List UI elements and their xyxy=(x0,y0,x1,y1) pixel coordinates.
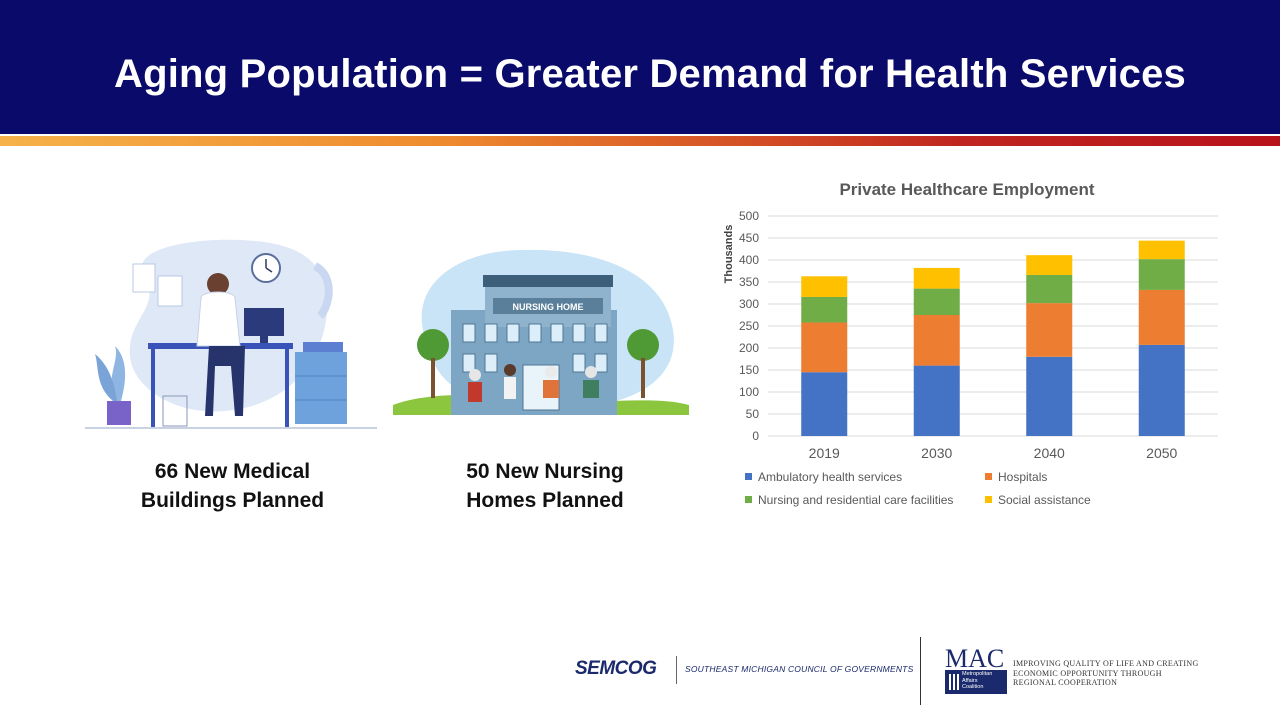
mac-box-line: Affairs xyxy=(962,677,978,684)
y-tick-label: 100 xyxy=(739,385,759,399)
legend-item: Social assistance xyxy=(985,493,1091,507)
chart-title: Private Healthcare Employment xyxy=(839,180,1094,199)
mac-tagline-line: REGIONAL COOPERATION xyxy=(1013,678,1118,687)
healthcare-employment-chart: Private Healthcare Employment Thousands … xyxy=(723,180,1218,461)
bar-segment xyxy=(913,288,960,315)
y-tick-label: 200 xyxy=(739,341,759,355)
bar-segment xyxy=(1138,344,1185,436)
legend-label: Ambulatory health services xyxy=(758,470,903,484)
y-tick-label: 150 xyxy=(739,363,759,377)
x-axis-ticks: 2019 2030 2040 2050 xyxy=(809,445,1178,461)
bar-segment xyxy=(1026,303,1073,357)
legend-label: Social assistance xyxy=(998,493,1091,507)
nursing-homes-caption: 50 New Nursing Homes Planned xyxy=(420,457,670,515)
doctor-desk-illustration xyxy=(85,239,377,429)
bar-segment xyxy=(1138,240,1185,260)
slide-title: Aging Population = Greater Demand for He… xyxy=(114,52,1186,96)
y-axis-label: Thousands xyxy=(723,225,735,284)
legend-swatch xyxy=(985,473,992,481)
mac-columns-icon xyxy=(949,674,959,690)
legend-item: Ambulatory health services xyxy=(745,470,902,484)
y-tick-label: 450 xyxy=(739,231,759,245)
bar-stacks xyxy=(801,240,1185,436)
mac-logo-box xyxy=(945,670,1007,694)
legend-swatch xyxy=(985,496,992,504)
bar-segment xyxy=(801,276,848,297)
legend-item: Nursing and residential care facilities xyxy=(745,493,953,507)
legend-label: Hospitals xyxy=(998,470,1048,484)
bar-segment xyxy=(1138,259,1185,290)
mac-tagline: IMPROVING QUALITY OF LIFE AND CREATING E… xyxy=(1013,659,1213,688)
bar-segment xyxy=(913,365,960,436)
mac-box-line: Coalition xyxy=(962,684,984,690)
semcog-logo: SEMCOG xyxy=(575,658,657,679)
x-tick-label: 2040 xyxy=(1034,445,1065,461)
bar-segment xyxy=(1026,274,1073,304)
y-axis-ticks: 0 50 100 150 200 250 300 350 400 450 500 xyxy=(739,209,759,443)
legend-label: Nursing and residential care facilities xyxy=(758,493,954,507)
bar-segment xyxy=(1026,356,1073,436)
title-banner xyxy=(0,0,1280,134)
y-tick-label: 0 xyxy=(752,429,759,443)
y-tick-label: 50 xyxy=(746,407,760,421)
bar-segment xyxy=(1026,255,1073,275)
mac-tagline-line: IMPROVING QUALITY OF LIFE AND CREATING xyxy=(1013,659,1199,668)
mac-logo: MAC xyxy=(945,644,1005,673)
bar-segment xyxy=(913,267,960,289)
bar-segment xyxy=(1138,289,1185,345)
nursing-caption-line1: 50 New Nursing xyxy=(466,460,624,483)
y-tick-label: 500 xyxy=(739,209,759,223)
nursing-home-sign: NURSING HOME xyxy=(512,302,583,312)
accent-stripe xyxy=(0,136,1280,146)
mac-tagline-line: ECONOMIC OPPORTUNITY THROUGH xyxy=(1013,668,1162,678)
footer-divider-short xyxy=(676,656,677,684)
y-tick-label: 300 xyxy=(739,297,759,311)
bar-segment xyxy=(801,322,848,373)
x-tick-label: 2019 xyxy=(809,445,840,461)
nursing-caption-line2: Homes Planned xyxy=(466,489,624,512)
footer-divider xyxy=(920,637,921,705)
medical-buildings-caption: 66 New Medical Buildings Planned xyxy=(100,457,365,515)
x-tick-label: 2030 xyxy=(921,445,952,461)
y-tick-label: 250 xyxy=(739,319,759,333)
legend-swatch xyxy=(745,496,752,504)
bar-segment xyxy=(801,296,848,323)
mac-box-text: Metropolitan Affairs Coalition xyxy=(962,671,992,691)
bar-segment xyxy=(913,315,960,366)
legend-item: Hospitals xyxy=(985,470,1047,484)
semcog-subtitle: SOUTHEAST MICHIGAN COUNCIL OF GOVERNMENT… xyxy=(685,664,914,674)
y-tick-label: 350 xyxy=(739,275,759,289)
medical-caption-line1: 66 New Medical xyxy=(154,460,311,483)
y-tick-label: 400 xyxy=(739,253,759,267)
nursing-home-illustration: NURSING HOME xyxy=(393,249,689,415)
bar-segment xyxy=(801,372,848,436)
mac-box-line: Metropolitan xyxy=(962,671,993,677)
medical-caption-line2: Buildings Planned xyxy=(140,489,325,512)
legend-swatch xyxy=(745,473,752,481)
x-tick-label: 2050 xyxy=(1146,445,1177,461)
